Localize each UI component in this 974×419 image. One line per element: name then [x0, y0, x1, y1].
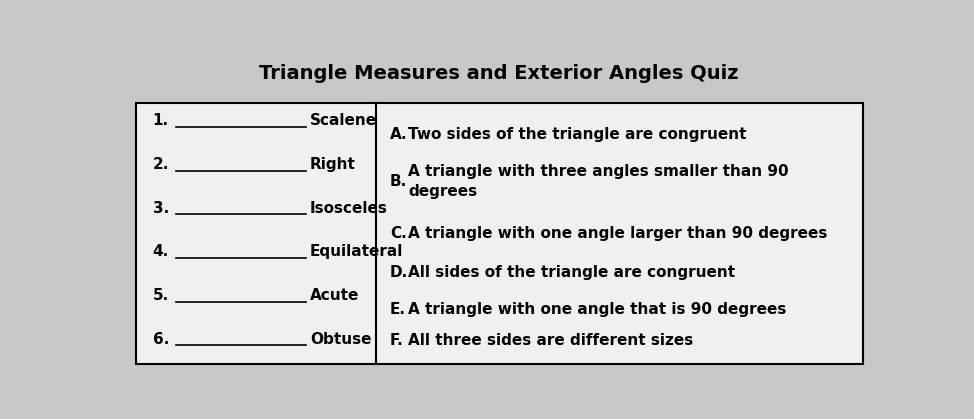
Text: Acute: Acute — [310, 288, 359, 303]
Text: F.: F. — [390, 334, 403, 348]
Text: D.: D. — [390, 265, 408, 280]
Text: A.: A. — [390, 127, 407, 142]
Text: E.: E. — [390, 302, 406, 317]
Text: Two sides of the triangle are congruent: Two sides of the triangle are congruent — [408, 127, 747, 142]
Text: B.: B. — [390, 174, 407, 189]
Text: All sides of the triangle are congruent: All sides of the triangle are congruent — [408, 265, 735, 280]
Text: Equilateral: Equilateral — [310, 244, 403, 259]
Text: 5.: 5. — [153, 288, 169, 303]
Text: Scalene: Scalene — [310, 114, 377, 129]
Text: A triangle with one angle larger than 90 degrees: A triangle with one angle larger than 90… — [408, 226, 828, 241]
Text: 2.: 2. — [153, 157, 169, 172]
Text: All three sides are different sizes: All three sides are different sizes — [408, 334, 693, 348]
FancyBboxPatch shape — [135, 103, 863, 365]
Text: Obtuse: Obtuse — [310, 331, 371, 347]
Text: Isosceles: Isosceles — [310, 201, 388, 216]
Text: Triangle Measures and Exterior Angles Quiz: Triangle Measures and Exterior Angles Qu… — [259, 64, 739, 83]
Text: Right: Right — [310, 157, 356, 172]
Text: 6.: 6. — [153, 331, 169, 347]
Text: 4.: 4. — [153, 244, 169, 259]
Text: A triangle with three angles smaller than 90
degrees: A triangle with three angles smaller tha… — [408, 164, 789, 199]
Text: C.: C. — [390, 226, 407, 241]
Text: 1.: 1. — [153, 114, 169, 129]
Text: 3.: 3. — [153, 201, 169, 216]
Text: A triangle with one angle that is 90 degrees: A triangle with one angle that is 90 deg… — [408, 302, 787, 317]
